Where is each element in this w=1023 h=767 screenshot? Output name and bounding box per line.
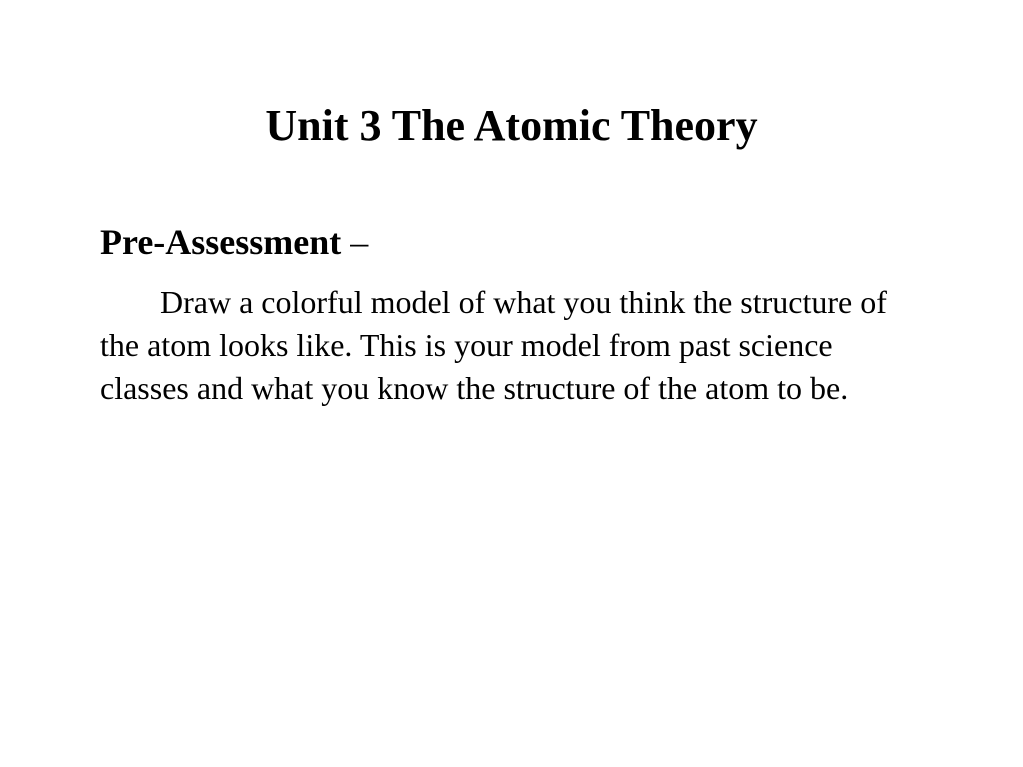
slide-title: Unit 3 The Atomic Theory: [100, 100, 923, 151]
slide-body-text: Draw a colorful model of what you think …: [100, 281, 923, 411]
slide-container: Unit 3 The Atomic Theory Pre-Assessment …: [0, 0, 1023, 767]
subtitle-dash: –: [341, 222, 368, 262]
slide-subtitle: Pre-Assessment –: [100, 221, 923, 263]
subtitle-label: Pre-Assessment: [100, 222, 341, 262]
